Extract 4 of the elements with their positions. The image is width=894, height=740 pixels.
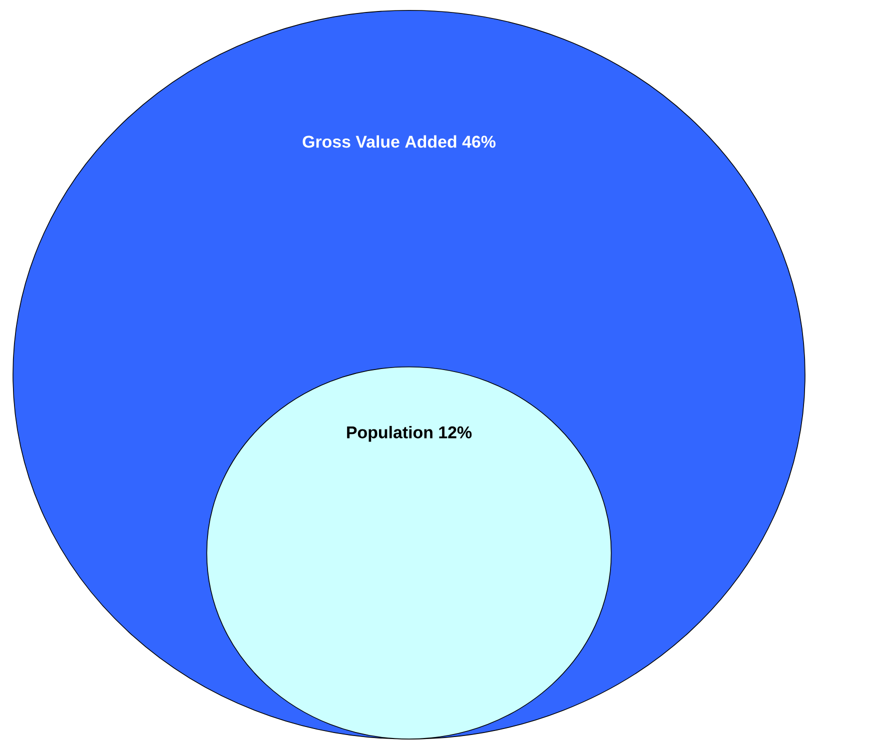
- category-label: Population: [347, 426, 432, 442]
- category-label: Gross Value Added: [302, 135, 456, 148]
- data-label: 12%: [439, 426, 472, 438]
- data-label: 46%: [462, 136, 496, 148]
